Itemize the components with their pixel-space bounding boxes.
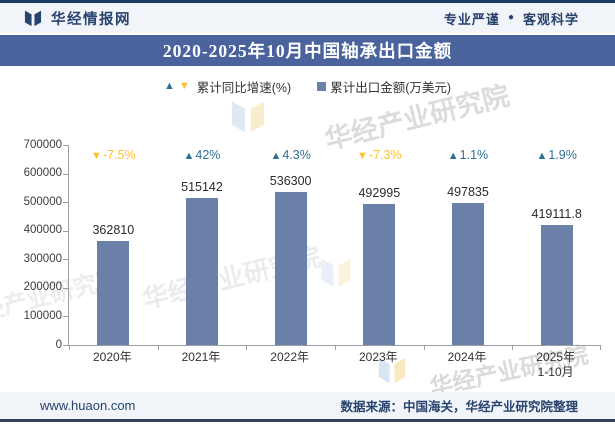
x-axis-tick bbox=[69, 346, 70, 350]
x-axis-label: 2023年 bbox=[358, 350, 398, 364]
legend-item-growth: ▲ ▼ 累计同比增速(%) bbox=[164, 77, 291, 96]
y-axis-labels: 700000 600000 500000 400000 300000 200000 1000… bbox=[0, 139, 62, 351]
chart-legend: ▲ ▼ 累计同比增速(%) 累计出口金额(万美元) bbox=[0, 76, 615, 96]
top-bar: 华经情报网 专业严谨 ● 客观科学 bbox=[0, 0, 615, 33]
y-axis-tick bbox=[63, 145, 68, 146]
x-axis-label: 2020年 bbox=[92, 350, 132, 364]
title-banner: 2020-2025年10月中国轴承出口金额 bbox=[0, 35, 615, 66]
y-axis-tick-label: 0 bbox=[55, 338, 62, 351]
slogan: 专业严谨 ● 客观科学 bbox=[444, 9, 579, 28]
bar-value-label: 492995 bbox=[358, 186, 401, 200]
x-axis-tick bbox=[335, 346, 336, 350]
y-axis-tick-label: 300000 bbox=[23, 252, 62, 265]
y-axis-tick-label: 400000 bbox=[23, 224, 62, 237]
x-axis-label: 2025年 1-10月 bbox=[536, 350, 575, 379]
bar bbox=[540, 225, 573, 345]
bar bbox=[363, 204, 396, 345]
x-axis-label: 2021年 bbox=[181, 350, 221, 364]
y-axis-tick bbox=[63, 230, 68, 232]
up-triangle-icon: ▲ bbox=[183, 150, 195, 162]
page-title: 2020-2025年10月中国轴承出口金额 bbox=[162, 41, 453, 61]
y-axis-tick-label: 200000 bbox=[23, 281, 62, 294]
bar-value-label: 419111.8 bbox=[531, 207, 582, 221]
y-axis-tick bbox=[63, 316, 68, 318]
y-axis-tick-label: 600000 bbox=[23, 167, 62, 180]
growth-label: ▲1.9% bbox=[536, 148, 577, 162]
up-triangle-icon: ▲ bbox=[447, 150, 459, 162]
x-axis-tick bbox=[423, 346, 425, 350]
y-axis-tick bbox=[63, 173, 68, 175]
growth-label: ▲1.1% bbox=[447, 148, 489, 162]
y-axis-tick bbox=[63, 287, 68, 289]
legend-item-value: 累计出口金额(万美元) bbox=[317, 77, 451, 96]
footer-bar: www.huaon.com 数据来源：中国海关，华经产业研究院整理 bbox=[0, 392, 615, 422]
slogan-left: 专业严谨 bbox=[443, 11, 500, 27]
x-axis-label: 2024年 bbox=[447, 350, 487, 364]
huajing-logo-icon bbox=[22, 7, 44, 29]
bar-value-label: 536300 bbox=[269, 174, 312, 188]
x-axis-tick bbox=[157, 346, 159, 350]
y-axis-tick bbox=[63, 345, 68, 346]
data-source-text: 数据来源：中国海关，华经产业研究院整理 bbox=[340, 400, 578, 414]
logo: 华经情报网 bbox=[22, 7, 131, 29]
bar-value-label: 497835 bbox=[447, 185, 489, 199]
slogan-dot-icon: ● bbox=[507, 12, 515, 23]
y-axis-tick-label: 700000 bbox=[23, 138, 62, 151]
website-link[interactable]: www.huaon.com bbox=[40, 398, 136, 413]
bar-value-label: 515142 bbox=[181, 180, 223, 194]
slogan-right: 客观科学 bbox=[522, 11, 579, 27]
y-axis-tick-label: 100000 bbox=[23, 309, 62, 322]
x-axis-labels: 2020年 2021年 2022年 2023年 2024年 2025年 1-10月 bbox=[68, 346, 600, 380]
y-axis-tick bbox=[63, 259, 68, 261]
bar bbox=[452, 203, 484, 345]
growth-label: ▲4.3% bbox=[270, 148, 311, 162]
down-triangle-icon: ▼ bbox=[91, 150, 102, 162]
bar bbox=[274, 192, 307, 345]
up-triangle-icon: ▲ bbox=[536, 150, 548, 162]
x-axis-tick bbox=[246, 346, 248, 350]
legend-growth-label: 累计同比增速(%) bbox=[196, 80, 292, 95]
bar-square-icon bbox=[317, 81, 327, 91]
x-axis-label: 2022年 bbox=[270, 350, 309, 364]
growth-label: ▼-7.5% bbox=[91, 148, 136, 162]
bar-value-label: 362810 bbox=[92, 223, 135, 237]
logo-text: 华经情报网 bbox=[51, 11, 131, 28]
growth-label: ▼-7.3% bbox=[357, 148, 402, 162]
down-triangle-icon: ▼ bbox=[357, 150, 368, 162]
x-axis-tick bbox=[512, 346, 514, 350]
plot-area: 362810 ▼-7.5% 515142 ▲42% 536300 ▲4.3% 492995 ▼… bbox=[63, 145, 601, 350]
up-triangle-icon: ▲ bbox=[163, 79, 175, 92]
legend-value-label: 累计出口金额(万美元) bbox=[330, 80, 452, 95]
bar bbox=[97, 241, 130, 345]
y-axis-tick-label: 500000 bbox=[23, 195, 62, 208]
x-axis-tick bbox=[600, 346, 601, 350]
bar bbox=[186, 198, 218, 345]
down-triangle-icon: ▼ bbox=[178, 79, 190, 92]
growth-label: ▲42% bbox=[183, 148, 221, 162]
y-axis-tick bbox=[63, 202, 68, 204]
up-triangle-icon: ▲ bbox=[270, 150, 282, 162]
